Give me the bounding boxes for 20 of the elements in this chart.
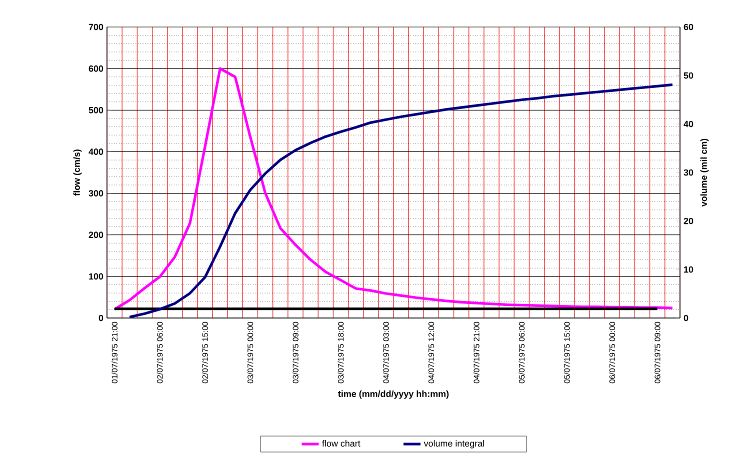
y-tick-label: 0 xyxy=(98,314,104,322)
y-tick-label: 200 xyxy=(88,232,104,238)
legend-label: volume integral xyxy=(424,440,484,448)
y2-tick-label: 60 xyxy=(684,24,694,30)
y-tick-label: 100 xyxy=(89,273,104,280)
x-axis-title: time (mm/dd/yyyy hh:mm) xyxy=(338,390,449,399)
y-tick-label: 700 xyxy=(88,24,104,30)
y-axis-title: flow (cm/s) xyxy=(73,150,82,196)
y2-axis-title: volume (mil cm) xyxy=(700,138,709,207)
y2-tick-label: 10 xyxy=(684,266,694,273)
legend-label: flow chart xyxy=(322,440,360,447)
y-tick-label: 600 xyxy=(88,65,104,72)
y2-tick-label: 50 xyxy=(684,72,694,79)
y-tick-label: 300 xyxy=(88,190,104,196)
y2-tick-label: 0 xyxy=(684,314,688,322)
y2-tick-label: 40 xyxy=(684,120,694,128)
y2-tick-label: 30 xyxy=(684,169,694,176)
y2-tick-label: 20 xyxy=(684,218,694,224)
y-tick-label: 400 xyxy=(88,148,104,155)
y-tick-label: 500 xyxy=(88,106,104,114)
